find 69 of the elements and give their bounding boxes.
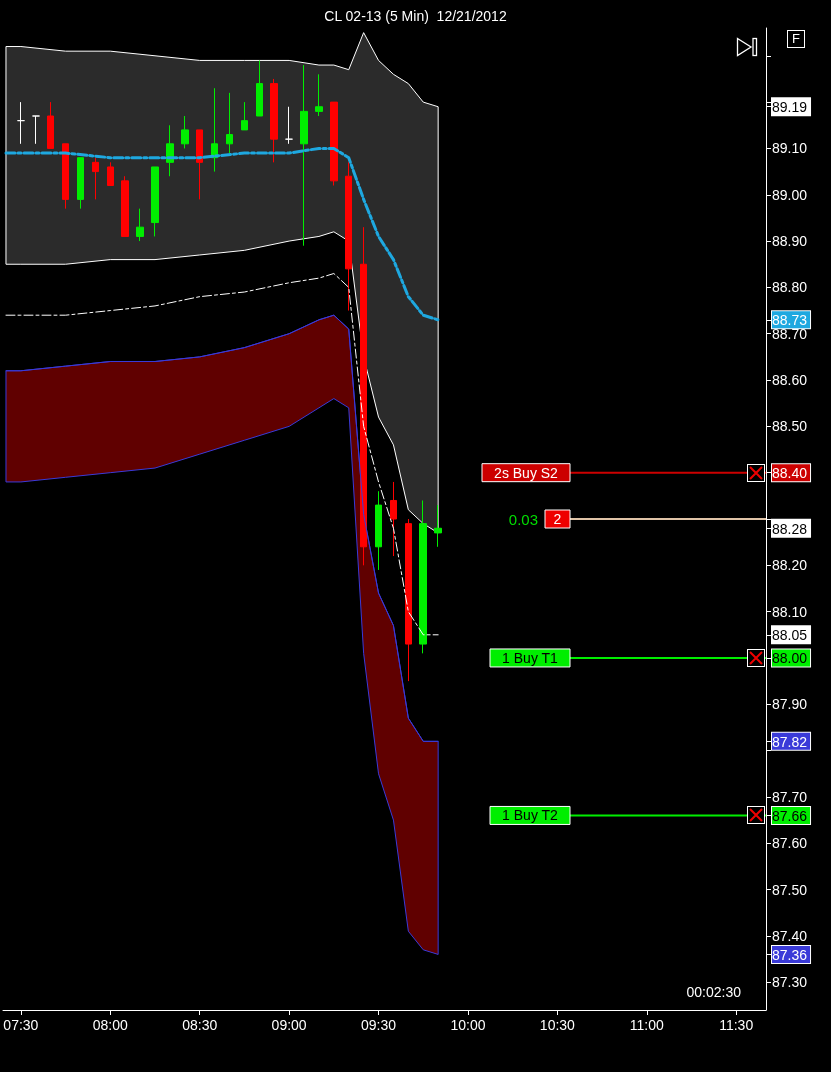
candlestick — [17, 101, 25, 145]
annotation: 2 — [553, 511, 562, 527]
x-tick-label: 10:00 — [450, 1017, 486, 1033]
candlestick — [375, 490, 382, 571]
y-tick-label: 88.10 — [772, 603, 808, 620]
candlestick — [285, 106, 293, 145]
candlestick — [300, 64, 308, 247]
candlestick — [330, 101, 338, 186]
ref-line-label: 1 Buy T1 — [502, 649, 559, 666]
line-series — [4, 146, 440, 322]
x-tick-label: 08:00 — [92, 1017, 129, 1033]
candlestick — [345, 161, 352, 312]
y-tick-label: 87.70 — [772, 788, 808, 805]
y-tick-label: 87.50 — [772, 881, 808, 898]
x-tick-label: 08:30 — [182, 1017, 218, 1033]
candlestick — [62, 143, 69, 210]
x-tick-label: 11:00 — [629, 1017, 664, 1033]
candlestick — [151, 166, 159, 237]
y-tick-label: 87.90 — [772, 696, 808, 713]
y-tick-label: 88.73 — [772, 312, 808, 329]
y-tick-label: 88.20 — [772, 557, 808, 574]
x-tick-label: 11:30 — [719, 1017, 754, 1033]
x-tick-label: 09:00 — [271, 1017, 307, 1033]
y-tick-label: 88.80 — [772, 279, 808, 296]
candlestick — [405, 518, 412, 682]
y-tick-label: 87.82 — [772, 733, 808, 750]
y-tick-label: 87.60 — [772, 835, 808, 852]
y-tick-label: 89.19 — [772, 99, 808, 116]
candlestick — [47, 101, 54, 149]
y-tick-label: 88.60 — [772, 372, 808, 389]
y-tick-label: 88.05 — [772, 627, 808, 644]
f-button: F — [787, 30, 805, 48]
y-tick-label: 89.10 — [772, 140, 808, 157]
candlestick — [121, 175, 129, 237]
y-tick-label: 87.66 — [772, 807, 808, 824]
candlestick — [315, 73, 323, 117]
y-tick-label: 88.28 — [772, 520, 808, 537]
y-tick-label: 88.90 — [772, 233, 808, 250]
x-tick-label: 07:30 — [3, 1017, 39, 1033]
y-tick-label: 88.40 — [772, 465, 808, 482]
candlestick — [226, 92, 233, 154]
candlestick — [390, 481, 397, 557]
candlestick — [360, 226, 367, 566]
candlestick — [92, 157, 99, 200]
candlestick — [270, 78, 278, 163]
annotation: 0.03 — [508, 510, 538, 528]
y-tick-label: 88.50 — [772, 418, 808, 435]
x-tick-label: 09:30 — [361, 1017, 397, 1033]
y-tick-label: 87.30 — [772, 974, 808, 991]
candlestick — [77, 157, 84, 210]
candlestick — [107, 161, 114, 186]
candlestick — [196, 129, 203, 200]
x-tick-label: 10:30 — [539, 1017, 576, 1033]
candlestick — [136, 208, 144, 242]
y-tick-label: 89.00 — [772, 186, 808, 203]
ref-line-label: 1 Buy T2 — [502, 807, 559, 824]
chart-title: CL 02-13 (5 Min) 12/21/2012 — [324, 8, 507, 24]
y-tick-label: 88.00 — [772, 650, 808, 667]
candlestick — [419, 499, 427, 654]
annotation: 00:02:30 — [686, 984, 742, 1000]
candlestick — [434, 504, 442, 548]
y-tick-label: 87.36 — [772, 946, 808, 963]
candlestick — [32, 115, 40, 145]
line-series — [5, 273, 439, 636]
y-tick-label: 87.40 — [772, 927, 808, 944]
ref-line-label: 2s Buy S2 — [494, 464, 559, 481]
candlestick — [241, 101, 248, 131]
candlestick — [256, 59, 263, 117]
candlestick — [181, 115, 189, 149]
